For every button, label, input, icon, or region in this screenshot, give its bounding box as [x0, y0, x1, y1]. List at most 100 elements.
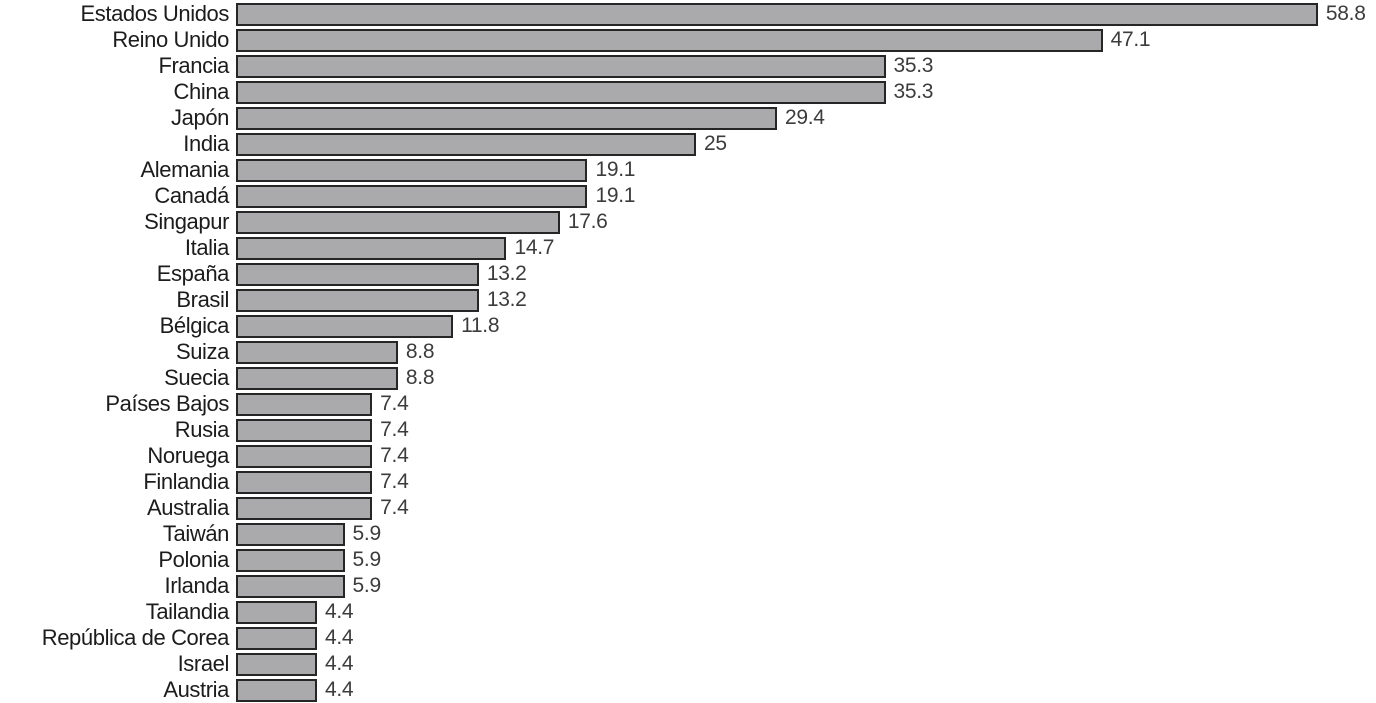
- bar: [236, 470, 373, 494]
- value-label: 17.6: [567, 210, 608, 233]
- bar-track: 19.1: [236, 157, 1376, 183]
- bar-track: 4.4: [236, 625, 1376, 651]
- category-label: Canadá: [154, 183, 229, 208]
- chart-row: Polonia 5.9: [0, 547, 1376, 573]
- chart-row: Alemania 19.1: [0, 157, 1376, 183]
- category-label: Singapur: [144, 209, 229, 234]
- value-label: 35.3: [893, 80, 934, 103]
- category-label: Italia: [184, 235, 229, 260]
- value-label: 7.4: [380, 444, 409, 467]
- bar-track: 35.3: [236, 53, 1376, 79]
- chart-row: Irlanda 5.9: [0, 573, 1376, 599]
- value-label: 7.4: [380, 418, 409, 441]
- bar: [236, 236, 507, 260]
- bar: [236, 288, 479, 312]
- category-label: Australia: [147, 495, 229, 520]
- value-label: 25: [704, 132, 727, 155]
- bar-track: 7.4: [236, 495, 1376, 521]
- category-label: Reino Unido: [112, 27, 229, 52]
- chart-row: Reino Unido 47.1: [0, 27, 1376, 53]
- chart-row: Canadá 19.1: [0, 183, 1376, 209]
- category-label: República de Corea: [41, 625, 230, 650]
- value-label: 4.4: [324, 600, 354, 623]
- bar-track: 5.9: [236, 547, 1376, 573]
- bar-track: 4.4: [236, 599, 1376, 625]
- value-label: 5.9: [352, 574, 382, 597]
- value-label: 11.8: [461, 314, 500, 337]
- value-label: 7.4: [380, 496, 409, 519]
- bar: [236, 132, 696, 156]
- bar-track: 7.4: [236, 443, 1376, 469]
- bar-track: 19.1: [236, 183, 1376, 209]
- bar: [236, 496, 373, 520]
- bar-track: 14.7: [236, 235, 1376, 261]
- bar: [236, 678, 317, 702]
- chart-row: Taiwán 5.9: [0, 521, 1376, 547]
- category-label: Estados Unidos: [80, 1, 230, 26]
- value-label: 5.9: [352, 548, 382, 571]
- bar: [236, 158, 588, 182]
- category-label: Tailandia: [145, 599, 230, 624]
- chart-row: Israel 4.4: [0, 651, 1376, 677]
- chart-row: España 13.2: [0, 261, 1376, 287]
- category-label: China: [173, 79, 230, 104]
- category-label: Polonia: [158, 547, 229, 572]
- value-label: 19.1: [595, 158, 636, 181]
- value-label: 13.2: [486, 288, 527, 311]
- bar: [236, 392, 373, 416]
- value-label: 14.7: [514, 236, 555, 259]
- bar-track: 11.8: [236, 313, 1376, 339]
- chart-row: Austria 4.4: [0, 677, 1376, 703]
- chart-row: Suecia 8.8: [0, 365, 1376, 391]
- value-label: 7.4: [380, 470, 409, 493]
- chart-row: Italia 14.7: [0, 235, 1376, 261]
- category-label: España: [156, 261, 230, 286]
- value-label: 8.8: [405, 340, 435, 363]
- bar-track: 13.2: [236, 287, 1376, 313]
- bar-track: 13.2: [236, 261, 1376, 287]
- bar-track: 58.8: [236, 1, 1376, 27]
- category-label: Suiza: [175, 339, 229, 364]
- bar-track: 4.4: [236, 651, 1376, 677]
- bar: [236, 106, 777, 130]
- bar: [236, 600, 317, 624]
- value-label: 58.8: [1325, 2, 1366, 25]
- category-label: Israel: [177, 651, 230, 676]
- bar: [236, 522, 345, 546]
- category-label: Finlandia: [143, 469, 229, 494]
- value-label: 8.8: [405, 366, 435, 389]
- chart-row: Brasil 13.2: [0, 287, 1376, 313]
- value-label: 19.1: [595, 184, 636, 207]
- bar: [236, 418, 373, 442]
- bar: [236, 574, 345, 598]
- value-label: 35.3: [893, 54, 934, 77]
- value-label: 7.4: [380, 392, 409, 415]
- bar: [236, 548, 345, 572]
- value-label: 4.4: [324, 626, 354, 649]
- category-label: Japón: [171, 105, 229, 130]
- bar: [236, 54, 886, 78]
- bar-track: 5.9: [236, 521, 1376, 547]
- bar: [236, 652, 317, 676]
- category-label: Brasil: [176, 287, 229, 312]
- category-label: India: [183, 131, 229, 156]
- bar-track: 8.8: [236, 339, 1376, 365]
- value-label: 4.4: [324, 652, 354, 675]
- bar: [236, 184, 588, 208]
- chart-row: Estados Unidos 58.8: [0, 1, 1376, 27]
- category-label: Irlanda: [164, 573, 230, 598]
- chart-row: Finlandia 7.4: [0, 469, 1376, 495]
- category-label: Alemania: [140, 157, 229, 182]
- category-label: Rusia: [174, 417, 230, 442]
- bar: [236, 2, 1318, 26]
- category-label: Suecia: [164, 365, 229, 390]
- category-label: Países Bajos: [105, 391, 229, 416]
- bar: [236, 262, 479, 286]
- chart-row: Tailandia 4.4: [0, 599, 1376, 625]
- value-label: 47.1: [1110, 28, 1151, 51]
- chart-row: India 25: [0, 131, 1376, 157]
- chart-row: Singapur 17.6: [0, 209, 1376, 235]
- bar: [236, 626, 317, 650]
- bar-track: 4.4: [236, 677, 1376, 703]
